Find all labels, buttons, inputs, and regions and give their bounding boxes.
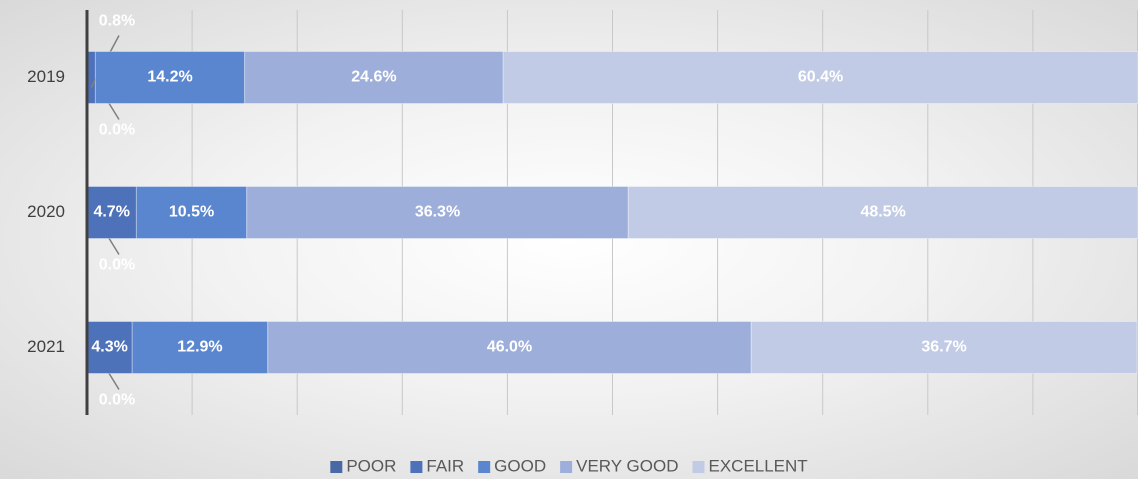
legend-label: FAIR [426, 456, 464, 475]
data-label: 14.2% [147, 69, 192, 86]
legend-label: GOOD [494, 456, 546, 475]
bar-segment [131, 321, 269, 374]
legend-swatch [330, 461, 343, 473]
legend-label: POOR [346, 456, 396, 475]
data-label: 0.0% [99, 257, 135, 274]
data-label: 4.3% [91, 339, 127, 356]
bar-segment [86, 186, 137, 239]
data-label: 48.5% [860, 204, 905, 221]
data-label: 36.3% [415, 204, 460, 221]
bar-segment [135, 186, 248, 239]
data-label: 36.7% [921, 339, 966, 356]
data-label: 24.6% [351, 69, 396, 86]
data-label: 10.5% [169, 204, 214, 221]
bar-segment [627, 186, 1138, 239]
data-label: 46.0% [487, 339, 532, 356]
data-label: 60.4% [798, 69, 843, 86]
y-tick-label: 2020 [27, 202, 65, 221]
y-tick-label: 2019 [27, 67, 65, 86]
bar-segment [502, 51, 1138, 104]
legend-swatch [410, 461, 423, 473]
bar-segment [244, 51, 504, 104]
bar-segment [750, 321, 1138, 374]
data-label: 4.7% [93, 204, 129, 221]
bar-segment [267, 321, 752, 374]
data-label: 0.0% [99, 122, 135, 139]
y-tick-label: 2021 [27, 337, 65, 356]
bar-segment [246, 186, 629, 239]
data-label: 0.0% [99, 392, 135, 409]
data-label: 12.9% [177, 339, 222, 356]
legend-swatch [478, 461, 491, 473]
legend-label: EXCELLENT [708, 456, 807, 475]
legend-swatch [560, 461, 573, 473]
legend-label: VERY GOOD [576, 456, 678, 475]
legend-swatch [692, 461, 705, 473]
data-label: 0.8% [99, 13, 135, 30]
